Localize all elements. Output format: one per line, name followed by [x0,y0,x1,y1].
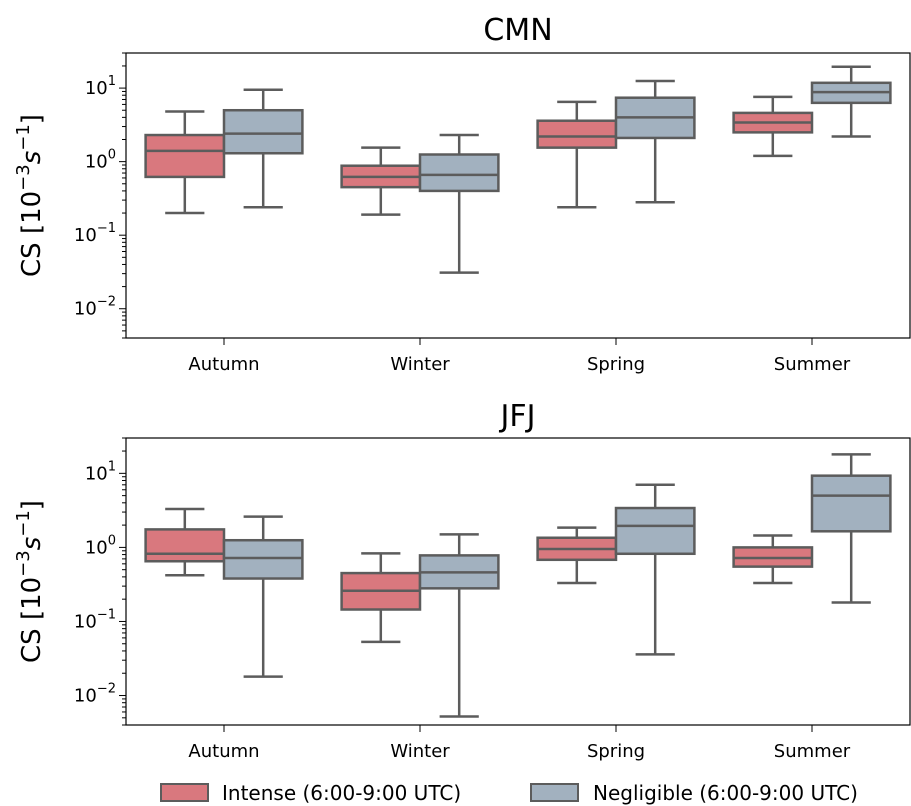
legend-label: Intense (6:00-9:00 UTC) [222,781,461,805]
x-tick-label: Winter [390,354,450,375]
box-intense-winter [340,552,422,644]
box-intense-spring [536,526,618,585]
box-negligible-summer [810,65,892,138]
panel-title: JFJ [499,399,536,434]
box-negligible-winter [418,133,500,274]
box-intense-autumn [144,507,226,577]
box-negligible-autumn [222,88,304,209]
y-tick-label: 100 [85,533,116,558]
box-intense-winter [340,146,422,216]
x-tick-label: Autumn [188,354,259,375]
box-body [144,528,226,563]
panel-cmn: CMN 10−2 10−1 100 101 CS [10−3s−1] Autumn Winte… [13,13,911,375]
box-body [418,153,500,193]
x-tick-label: Summer [774,741,851,762]
box-negligible-spring [614,79,696,204]
y-tick-label: 10−2 [74,295,116,320]
axes-frame [125,437,911,726]
y-axis-label: CS [10−3s−1] [13,500,47,663]
y-tick-label: 10−2 [74,682,116,707]
x-tick-label: Summer [774,354,851,375]
legend-label: Negligible (6:00-9:00 UTC) [593,781,858,805]
x-tick-label: Autumn [188,741,259,762]
box-intense-summer [732,534,814,585]
legend-swatch [160,783,209,802]
box-body [810,474,892,533]
y-tick-label: 10−1 [74,221,116,246]
box-body [222,108,304,155]
y-tick-label: 10−1 [74,607,116,632]
box-intense-autumn [144,110,226,215]
panel-title: CMN [483,13,552,48]
box-negligible-winter [418,533,500,718]
x-tick-label: Winter [390,741,450,762]
y-axis-label: CS [10−3s−1] [13,114,47,277]
legend: Intense (6:00-9:00 UTC) Negligible (6:00-… [160,781,858,805]
axes-frame [125,52,911,339]
y-tick-label: 100 [85,148,116,173]
box-body [144,133,226,179]
box-negligible-autumn [222,515,304,678]
box-intense-spring [536,100,618,209]
box-body [222,538,304,580]
box-intense-summer [732,95,814,158]
box-negligible-summer [810,453,892,604]
box-body [614,506,696,556]
panel-jfj: JFJ 10−2 10−1 100 101 CS [10−3s−1] Autumn Winte… [13,399,911,762]
y-tick-label: 101 [85,74,116,99]
y-tick-label: 101 [85,459,116,484]
x-tick-label: Spring [587,741,645,762]
x-tick-label: Spring [587,354,645,375]
legend-swatch [530,783,579,802]
box-body [536,119,618,149]
box-negligible-spring [614,483,696,656]
